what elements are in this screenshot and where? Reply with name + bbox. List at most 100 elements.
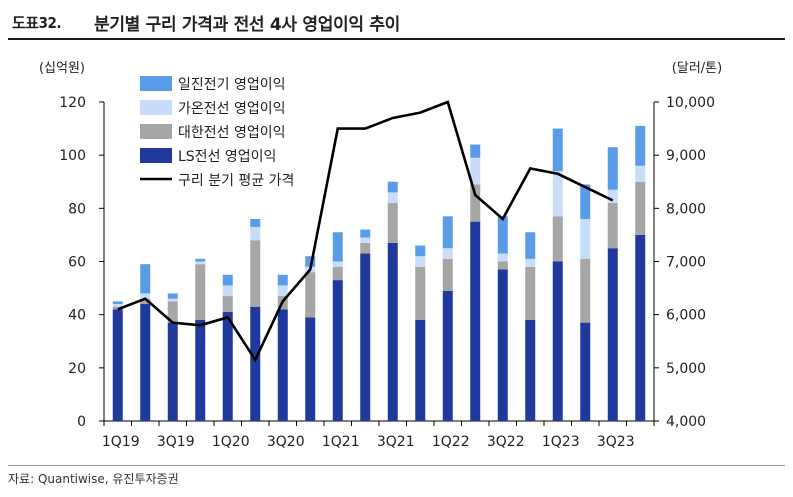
bar-segment [332, 232, 343, 262]
bar-segment [525, 266, 536, 320]
bar-segment [167, 301, 178, 323]
bar-segment [222, 312, 233, 421]
bar-segment [250, 226, 261, 241]
bar-segment [442, 258, 453, 291]
bar-segment [442, 216, 453, 249]
bar-segment [580, 218, 591, 259]
x-tick-label: 1Q23 [542, 434, 580, 450]
bar-segment [497, 216, 508, 254]
bars [112, 125, 646, 421]
x-tick-label: 1Q22 [432, 434, 470, 450]
bar-segment [222, 296, 233, 313]
bar-segment [360, 229, 371, 238]
bar-segment [580, 258, 591, 323]
bar-segment [140, 264, 151, 294]
bar-segment [112, 304, 123, 307]
bar-segment [607, 203, 618, 249]
y-left-tick-label: 60 [68, 255, 86, 271]
y-right-tick-label: 6,000 [666, 308, 706, 324]
bar-segment [470, 184, 481, 222]
bar-segment [470, 221, 481, 421]
bar-segment [360, 253, 371, 421]
bar-segment [195, 264, 206, 320]
bar-segment [580, 184, 591, 219]
bar-segment [250, 306, 261, 421]
figure-header: 도표32. 분기별 구리 가격과 전선 4사 영업이익 추이 [8, 4, 785, 40]
legend-swatch [140, 100, 172, 115]
y-left-tick-label: 20 [68, 361, 86, 377]
source-note: 자료: Quantiwise, 유진투자증권 [8, 465, 785, 487]
bar-segment [305, 272, 316, 318]
bar-segment [497, 269, 508, 421]
bar-segment [167, 298, 178, 302]
bar-segment [415, 256, 426, 267]
chart: (십억원) (달러/톤) 0 20 40 60 80 100 120 4,000 5,000 6,00… [39, 61, 722, 450]
bar-segment [552, 261, 563, 421]
x-tick-label: 3Q22 [487, 434, 525, 450]
bar-segment [195, 261, 206, 265]
y-right-tick-label: 8,000 [666, 201, 706, 217]
bar-segment [360, 242, 371, 254]
bar-segment [112, 309, 123, 421]
copper-price-line [117, 100, 614, 363]
legend-swatch [140, 76, 172, 91]
x-tick-label: 3Q23 [597, 434, 635, 450]
bar-segment [277, 285, 288, 297]
bar-segment [222, 285, 233, 297]
bar-segment [305, 256, 316, 267]
y-right-tick-label: 10,000 [666, 95, 715, 111]
legend-label: LS전선 영업이익 [178, 149, 276, 165]
bar-segment [387, 242, 398, 421]
bar-segment [607, 147, 618, 190]
bar-segment [140, 293, 151, 299]
bar-segment [332, 280, 343, 421]
x-tick-label: 1Q19 [102, 434, 140, 450]
y-right-unit-label: (달러/톤) [672, 61, 722, 76]
bar-segment [112, 301, 123, 305]
y-right-tick-label: 7,000 [666, 255, 706, 271]
legend-swatch [140, 124, 172, 139]
y-right-tick-label: 4,000 [666, 414, 706, 430]
bar-segment [332, 261, 343, 267]
legend-swatch [140, 148, 172, 163]
x-tick-label: 1Q20 [212, 434, 250, 450]
bar-segment [387, 181, 398, 193]
bar-segment [222, 274, 233, 286]
bar-segment [525, 232, 536, 259]
bar-segment [250, 240, 261, 307]
bar-segment [442, 290, 453, 421]
bar-segment [470, 157, 481, 185]
bar-segment [195, 258, 206, 262]
bar-segment [580, 322, 591, 421]
bar-segment [552, 171, 563, 217]
bar-segment [497, 253, 508, 262]
bar-segment [415, 266, 426, 320]
y-left-tick-label: 80 [68, 201, 86, 217]
y-right-tick-label: 5,000 [666, 361, 706, 377]
bar-segment [250, 218, 261, 227]
bar-segment [607, 189, 618, 204]
y-left-tick-label: 120 [59, 95, 86, 111]
bar-segment [525, 258, 536, 267]
bar-segment [552, 216, 563, 262]
x-tick-label: 3Q21 [377, 434, 415, 450]
y-left-tick-label: 0 [77, 414, 86, 430]
bar-segment [635, 181, 646, 235]
bar-segment [415, 319, 426, 421]
bar-segment [635, 125, 646, 166]
x-tick-label: 1Q21 [322, 434, 360, 450]
bar-segment [277, 309, 288, 421]
bar-segment [305, 317, 316, 421]
figure-label: 도표32. [12, 14, 62, 32]
legend-label: 구리 분기 평균 가격 [178, 173, 294, 189]
bar-segment [167, 293, 178, 299]
y-right-tick-label: 9,000 [666, 148, 706, 164]
legend-label: 일진전기 영업이익 [178, 77, 286, 93]
y-left-unit-label: (십억원) [39, 61, 85, 76]
bar-segment [525, 319, 536, 421]
y-left-tick-label: 100 [59, 148, 86, 164]
bar-segment [387, 203, 398, 243]
bar-segment [442, 248, 453, 259]
bar-segment [552, 128, 563, 172]
bar-segment [635, 165, 646, 182]
